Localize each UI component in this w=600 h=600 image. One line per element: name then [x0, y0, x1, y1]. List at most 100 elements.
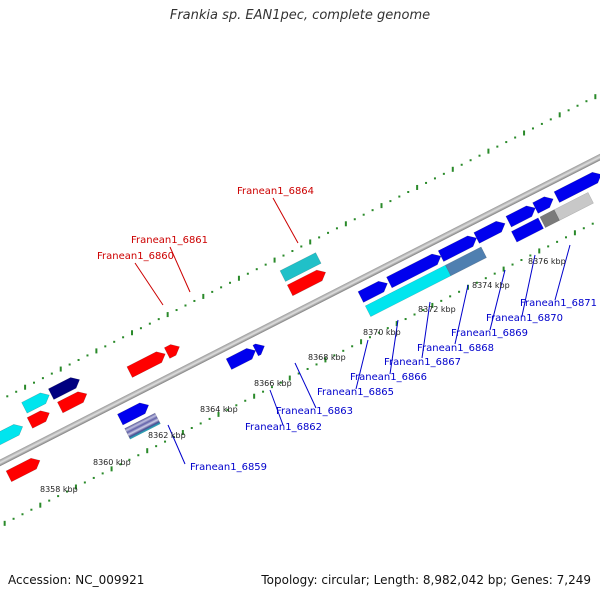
gene-feature[interactable] [505, 203, 538, 228]
ring-tick [6, 395, 9, 398]
ring-tick [217, 411, 220, 417]
ring-tick [41, 377, 44, 380]
scale-label: 8374 kbp [472, 281, 510, 290]
gene-label[interactable]: Franean1_6870 [486, 313, 563, 324]
ring-tick [77, 358, 80, 361]
ring-tick [193, 299, 196, 302]
genome-summary-text: Topology: circular; Length: 8,982,042 bp… [261, 573, 591, 587]
ring-tick [368, 336, 371, 339]
gene-label[interactable]: Franean1_6871 [520, 298, 597, 309]
label-connector [521, 254, 536, 317]
gene-label[interactable]: Franean1_6863 [276, 406, 353, 417]
ring-tick [297, 372, 300, 375]
ring-tick [475, 281, 478, 284]
gene-label[interactable]: Franean1_6862 [245, 422, 322, 433]
ring-tick [514, 136, 517, 139]
ring-tick [273, 257, 276, 263]
gene-feature[interactable] [286, 267, 328, 297]
gene-feature[interactable] [57, 389, 89, 414]
ring-tick [460, 163, 463, 166]
ring-tick [594, 94, 597, 100]
gene-feature[interactable] [126, 349, 168, 378]
ring-tick [478, 154, 481, 157]
gene-feature[interactable] [117, 400, 151, 426]
ring-tick [172, 436, 175, 439]
label-connector [421, 301, 431, 359]
gene-feature[interactable] [511, 217, 544, 243]
ring-tick [451, 166, 454, 172]
ring-tick [101, 472, 104, 475]
gene-feature[interactable] [225, 345, 258, 370]
gene-feature[interactable] [357, 278, 390, 303]
label-connector [134, 262, 164, 306]
ring-tick [404, 318, 407, 321]
label-connector [355, 339, 369, 390]
gene-label[interactable]: Franean1_6861 [131, 235, 208, 246]
ring-tick [585, 100, 588, 103]
gene-feature[interactable] [48, 374, 82, 400]
gene-feature[interactable] [532, 194, 556, 214]
gene-label[interactable]: Franean1_6869 [451, 328, 528, 339]
ring-tick [33, 381, 36, 384]
ring-tick [342, 349, 345, 352]
gene-feature[interactable] [473, 218, 508, 244]
ring-tick [24, 384, 27, 390]
label-connector [167, 424, 186, 465]
ring-tick [202, 293, 205, 299]
label-connector [294, 362, 317, 409]
ring-tick [309, 239, 312, 245]
gene-feature[interactable] [553, 192, 594, 221]
ring-tick [57, 495, 60, 498]
ring-tick [344, 221, 347, 227]
scale-label: 8364 kbp [200, 405, 238, 414]
gene-feature[interactable] [21, 390, 52, 414]
ring-tick [371, 209, 374, 212]
gene-feature[interactable] [445, 246, 487, 277]
ring-tick [253, 393, 256, 399]
ring-tick [211, 290, 214, 293]
ring-tick [582, 227, 585, 230]
ring-tick [270, 386, 273, 389]
ring-tick [50, 372, 53, 375]
ring-tick [68, 363, 71, 366]
gene-feature[interactable] [0, 421, 25, 451]
ring-tick [83, 481, 86, 484]
gene-feature[interactable] [163, 341, 182, 359]
gene-label[interactable]: Franean1_6865 [317, 387, 394, 398]
gene-label[interactable]: Franean1_6859 [190, 462, 267, 473]
gene-label[interactable]: Franean1_6866 [350, 372, 427, 383]
scale-label: 8366 kbp [254, 379, 292, 388]
gene-label[interactable]: Franean1_6868 [417, 343, 494, 354]
ring-tick [407, 191, 410, 194]
ring-tick [422, 308, 425, 311]
ring-tick [110, 466, 113, 472]
backbone [0, 143, 600, 477]
ring-tick [282, 254, 285, 257]
ring-tick [131, 330, 134, 336]
gene-label[interactable]: Franean1_6864 [237, 186, 314, 197]
gene-feature[interactable] [386, 251, 444, 289]
gene-feature[interactable] [279, 252, 322, 282]
gene-feature[interactable] [124, 412, 161, 440]
ring-tick [431, 302, 434, 308]
ring-tick [440, 299, 443, 302]
ring-tick [148, 322, 151, 325]
ring-tick [122, 336, 125, 339]
ring-tick [95, 348, 98, 354]
gene-feature[interactable] [437, 233, 479, 262]
gene-feature[interactable] [252, 341, 267, 357]
ring-tick [389, 200, 392, 203]
gene-label[interactable]: Franean1_6867 [384, 357, 461, 368]
accession-text: Accession: NC_009921 [8, 573, 145, 587]
ring-tick [335, 227, 338, 230]
ring-tick [208, 417, 211, 420]
gene-feature[interactable] [26, 408, 52, 429]
ring-tick [119, 463, 122, 466]
ring-tick [306, 367, 309, 370]
ring-tick [199, 422, 202, 425]
ring-tick [190, 426, 193, 429]
gene-feature[interactable] [5, 455, 43, 483]
ring-tick [137, 454, 140, 457]
ring-tick [531, 127, 534, 130]
gene-label[interactable]: Franean1_6860 [97, 251, 174, 262]
